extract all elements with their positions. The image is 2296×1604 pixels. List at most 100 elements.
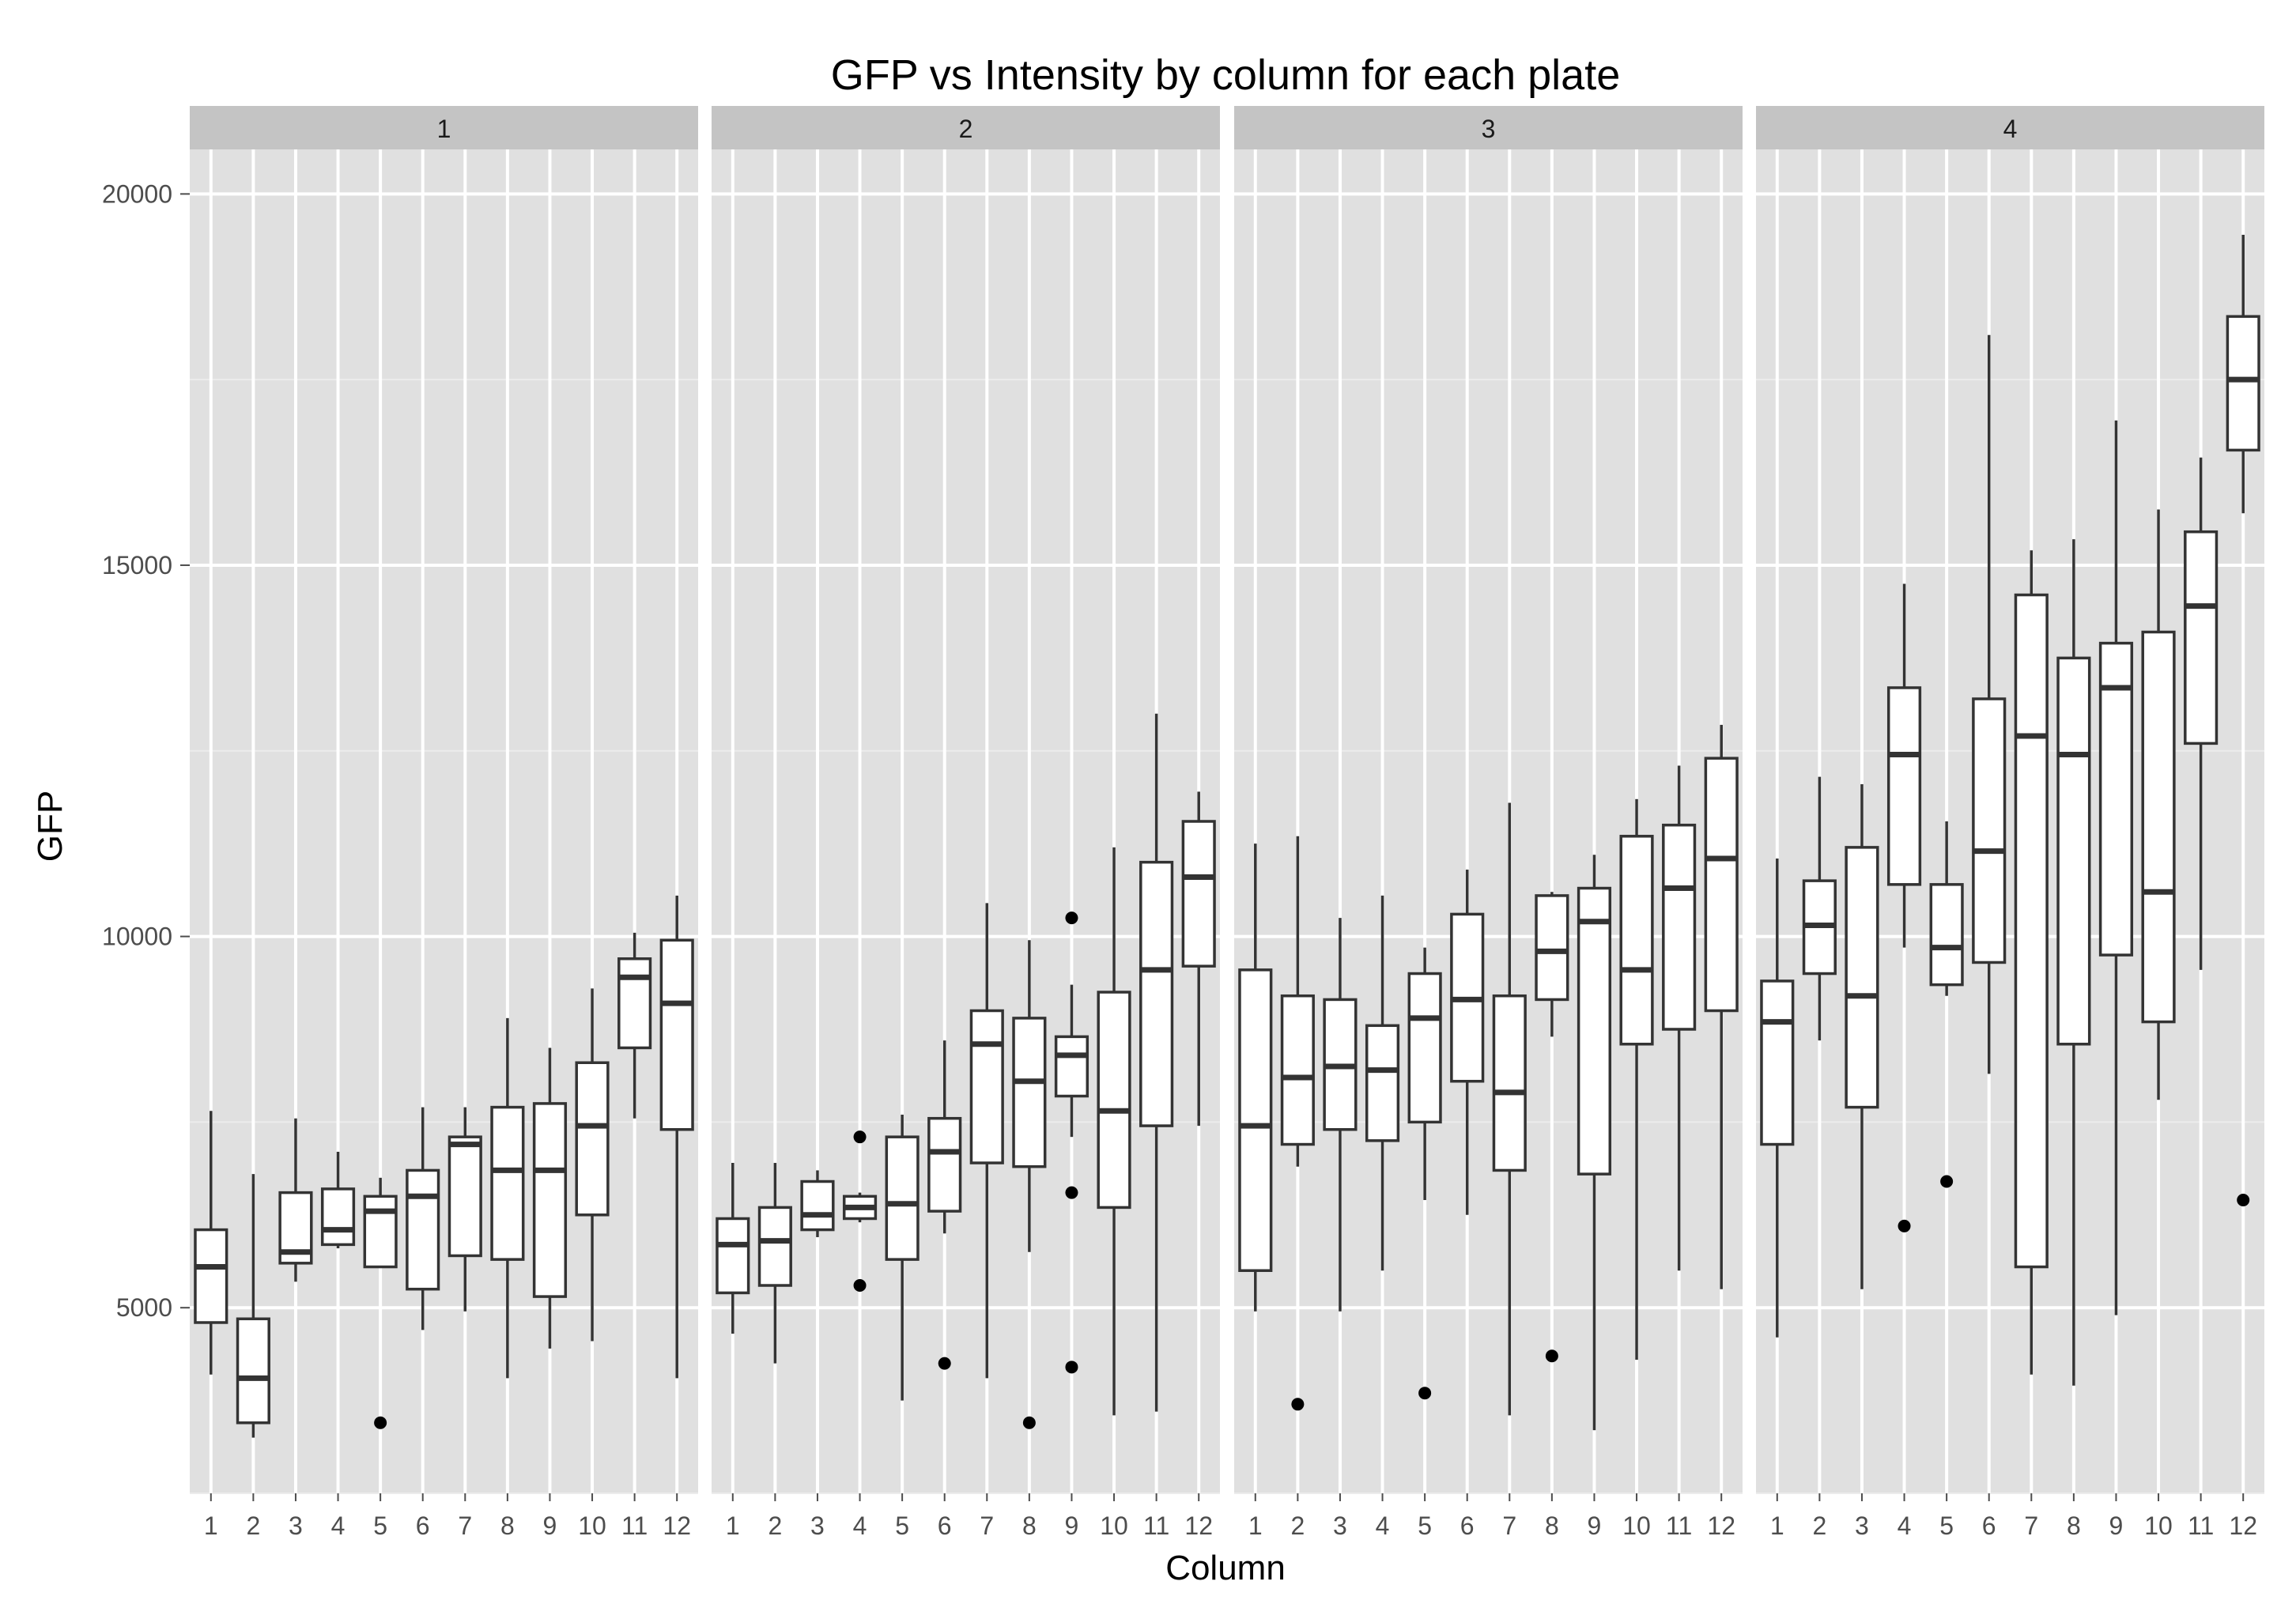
- box-iqr: [320, 1187, 356, 1247]
- box-column-5: [1929, 821, 1964, 1188]
- x-tick-label: 2: [246, 1512, 260, 1540]
- x-tick-label: 5: [1418, 1512, 1432, 1540]
- outlier-point: [1418, 1387, 1432, 1400]
- box-column-12: [2226, 235, 2260, 1207]
- x-tick-label: 11: [1143, 1512, 1169, 1540]
- box-iqr: [532, 1102, 568, 1298]
- outlier-point: [1022, 1416, 1036, 1429]
- box-column-7: [1492, 802, 1527, 1416]
- box-iqr: [2056, 656, 2091, 1046]
- x-tick-label: 9: [2109, 1512, 2124, 1540]
- x-tick-label: 12: [663, 1512, 691, 1540]
- box-iqr: [1139, 860, 1174, 1127]
- box-column-3: [1323, 918, 1358, 1312]
- box-column-8: [2056, 539, 2091, 1386]
- box-column-7: [447, 1107, 482, 1312]
- box-column-6: [1450, 870, 1485, 1215]
- box-column-9: [1577, 855, 1612, 1431]
- facet-strip-label: 4: [2003, 115, 2018, 143]
- box-column-3: [1845, 784, 1879, 1289]
- x-tick-label: 1: [1248, 1512, 1263, 1540]
- outlier-point: [1065, 1186, 1078, 1199]
- box-column-6: [927, 1040, 962, 1370]
- box-column-8: [1012, 940, 1047, 1429]
- outlier-point: [1898, 1219, 1911, 1232]
- outlier-point: [853, 1279, 867, 1293]
- box-iqr: [927, 1116, 962, 1213]
- x-axis-label: Column: [1165, 1549, 1286, 1587]
- x-tick-label: 3: [289, 1512, 303, 1540]
- facet-panel-4: 41 2 3 4 5 6 7 8 9 10 11 12: [1756, 106, 2264, 1540]
- box-column-10: [575, 988, 610, 1342]
- x-tick-label: 5: [373, 1512, 387, 1540]
- box-iqr: [1054, 1035, 1089, 1098]
- outlier-point: [938, 1357, 951, 1370]
- box-column-1: [194, 1111, 228, 1375]
- box-iqr: [1097, 991, 1131, 1210]
- box-iqr: [757, 1206, 792, 1287]
- box-iqr: [1619, 835, 1654, 1046]
- x-tick-label: 10: [578, 1512, 606, 1540]
- x-tick-label: 4: [1898, 1512, 1912, 1540]
- box-iqr: [1704, 757, 1739, 1013]
- box-iqr: [2141, 630, 2176, 1024]
- box-iqr: [1760, 979, 1795, 1146]
- y-tick-label: 5000: [116, 1293, 172, 1322]
- x-tick-label: 12: [1707, 1512, 1735, 1540]
- box-column-11: [2184, 457, 2219, 970]
- x-tick-label: 6: [1460, 1512, 1475, 1540]
- box-iqr: [575, 1061, 610, 1217]
- facet-panel-1: 11 2 3 4 5 6 7 8 9 10 11 12: [190, 106, 698, 1540]
- box-column-9: [2098, 420, 2134, 1315]
- box-column-4: [1365, 895, 1400, 1271]
- box-iqr: [2184, 530, 2219, 745]
- box-column-1: [716, 1163, 750, 1334]
- x-tick-label: 4: [331, 1512, 346, 1540]
- x-tick-label: 4: [1376, 1512, 1390, 1540]
- box-column-12: [1181, 791, 1216, 1127]
- box-iqr: [617, 957, 652, 1050]
- box-column-9: [1054, 911, 1089, 1374]
- x-tick-label: 5: [895, 1512, 909, 1540]
- box-iqr: [659, 938, 694, 1131]
- y-tick-label: 20000: [102, 179, 172, 208]
- box-column-2: [1280, 836, 1315, 1411]
- facet-strip: [1234, 106, 1743, 149]
- x-tick-label: 12: [2229, 1512, 2257, 1540]
- box-iqr: [406, 1168, 440, 1291]
- chart-title: GFP vs Intensity by column for each plat…: [831, 51, 1620, 99]
- x-tick-label: 9: [543, 1512, 557, 1540]
- box-column-11: [1662, 765, 1697, 1271]
- x-tick-label: 3: [1855, 1512, 1869, 1540]
- box-iqr: [885, 1135, 920, 1261]
- box-column-7: [2014, 550, 2049, 1375]
- box-column-2: [1802, 776, 1837, 1041]
- facet-strip-label: 3: [1482, 115, 1496, 143]
- x-tick-label: 11: [621, 1512, 648, 1540]
- panel-background: [712, 149, 1220, 1493]
- box-column-2: [757, 1163, 792, 1364]
- x-tick-label: 10: [1100, 1512, 1128, 1540]
- outlier-point: [1065, 911, 1078, 925]
- x-tick-label: 3: [810, 1512, 825, 1540]
- facet-strip: [712, 106, 1220, 149]
- outlier-point: [374, 1416, 387, 1429]
- box-column-2: [236, 1174, 270, 1438]
- x-tick-label: 1: [1770, 1512, 1784, 1540]
- box-column-5: [1407, 947, 1442, 1400]
- panel-background: [190, 149, 698, 1493]
- box-column-11: [1139, 713, 1174, 1412]
- box-iqr: [1280, 994, 1315, 1146]
- box-iqr: [2226, 315, 2260, 452]
- box-iqr: [1886, 686, 1922, 886]
- x-tick-label: 8: [1545, 1512, 1559, 1540]
- x-tick-label: 8: [1022, 1512, 1037, 1540]
- box-iqr: [194, 1228, 228, 1324]
- box-column-5: [363, 1177, 398, 1429]
- outlier-point: [2237, 1194, 2250, 1207]
- box-column-12: [1704, 724, 1739, 1289]
- outlier-point: [1065, 1361, 1078, 1374]
- y-tick-label: 10000: [102, 923, 172, 951]
- box-iqr: [1407, 972, 1442, 1124]
